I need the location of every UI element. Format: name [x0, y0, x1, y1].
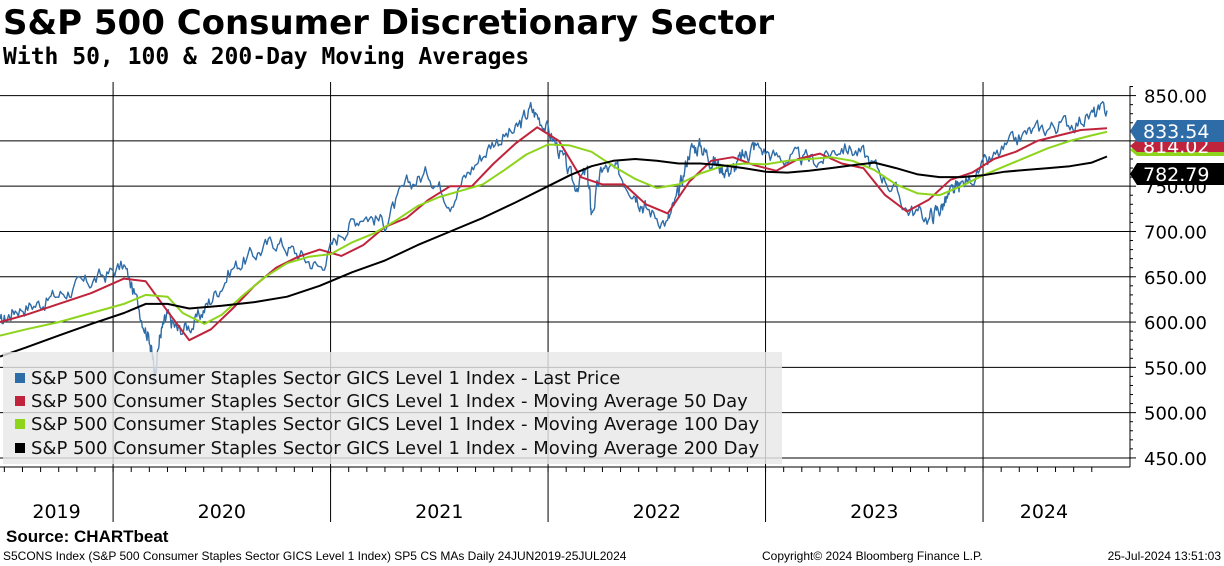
legend-label-ma50: S&P 500 Consumer Staples Sector GICS Lev…: [31, 390, 748, 412]
y-tick-label: 650.00: [1144, 268, 1207, 289]
y-tick-label: 600.00: [1144, 313, 1207, 334]
x-year-label: 2020: [198, 501, 246, 523]
legend-label-ma200: S&P 500 Consumer Staples Sector GICS Lev…: [31, 437, 760, 459]
y-tick-label: 500.00: [1144, 404, 1207, 425]
legend-item-ma50: S&P 500 Consumer Staples Sector GICS Lev…: [15, 390, 748, 412]
series-lines: [0, 101, 1108, 382]
y-tick-label: 700.00: [1144, 222, 1207, 243]
legend-swatch-last-price: [15, 373, 25, 383]
tag-shape: [1130, 120, 1224, 142]
tag-label: 833.54: [1143, 121, 1209, 143]
x-year-label: 2022: [633, 501, 681, 523]
legend-swatch-ma200: [15, 443, 25, 453]
chart-subtitle: With 50, 100 & 200-Day Moving Averages: [3, 44, 530, 70]
x-year-label: 2023: [850, 501, 898, 523]
footer-copyright: Copyright© 2024 Bloomberg Finance L.P.: [762, 549, 983, 563]
y-tick-label: 850.00: [1144, 87, 1207, 108]
last-value-tag: 782.79: [1130, 163, 1224, 186]
footer-index-info: S5CONS Index (S&P 500 Consumer Staples S…: [3, 549, 627, 563]
footer-timestamp: 25-Jul-2024 13:51:03: [1107, 549, 1221, 563]
legend-swatch-ma50: [15, 396, 25, 406]
series-line-last-price: [0, 101, 1108, 382]
legend-swatch-ma100: [15, 419, 25, 429]
x-year-label: 2019: [32, 501, 80, 523]
y-tick-label: 550.00: [1144, 358, 1207, 379]
axes: 850.00800.00750.00700.00650.00600.00550.…: [0, 86, 1207, 523]
legend-item-last-price: S&P 500 Consumer Staples Sector GICS Lev…: [15, 367, 620, 389]
x-year-label: 2021: [415, 501, 463, 523]
legend-label-last-price: S&P 500 Consumer Staples Sector GICS Lev…: [31, 367, 621, 389]
source-note: Source: CHARTbeat: [6, 527, 169, 546]
legend: S&P 500 Consumer Staples Sector GICS Lev…: [3, 352, 782, 464]
legend-item-ma100: S&P 500 Consumer Staples Sector GICS Lev…: [15, 413, 759, 435]
y-tick-label: 450.00: [1144, 449, 1207, 470]
legend-item-ma200: S&P 500 Consumer Staples Sector GICS Lev…: [15, 437, 759, 459]
tag-shape: [1130, 140, 1224, 152]
tag-label: 782.79: [1143, 164, 1209, 186]
last-value-tag: 833.54: [1130, 120, 1224, 143]
tag-shape: [1130, 163, 1224, 185]
chart-title: S&P 500 Consumer Discretionary Sector: [3, 3, 775, 43]
series-line-moving-average-50-day: [0, 126, 1108, 342]
legend-label-ma100: S&P 500 Consumer Staples Sector GICS Lev…: [31, 413, 760, 435]
x-year-label: 2024: [1020, 501, 1068, 523]
series-line-moving-average-200-day: [0, 155, 1108, 358]
series-line-moving-average-100-day: [0, 130, 1108, 337]
